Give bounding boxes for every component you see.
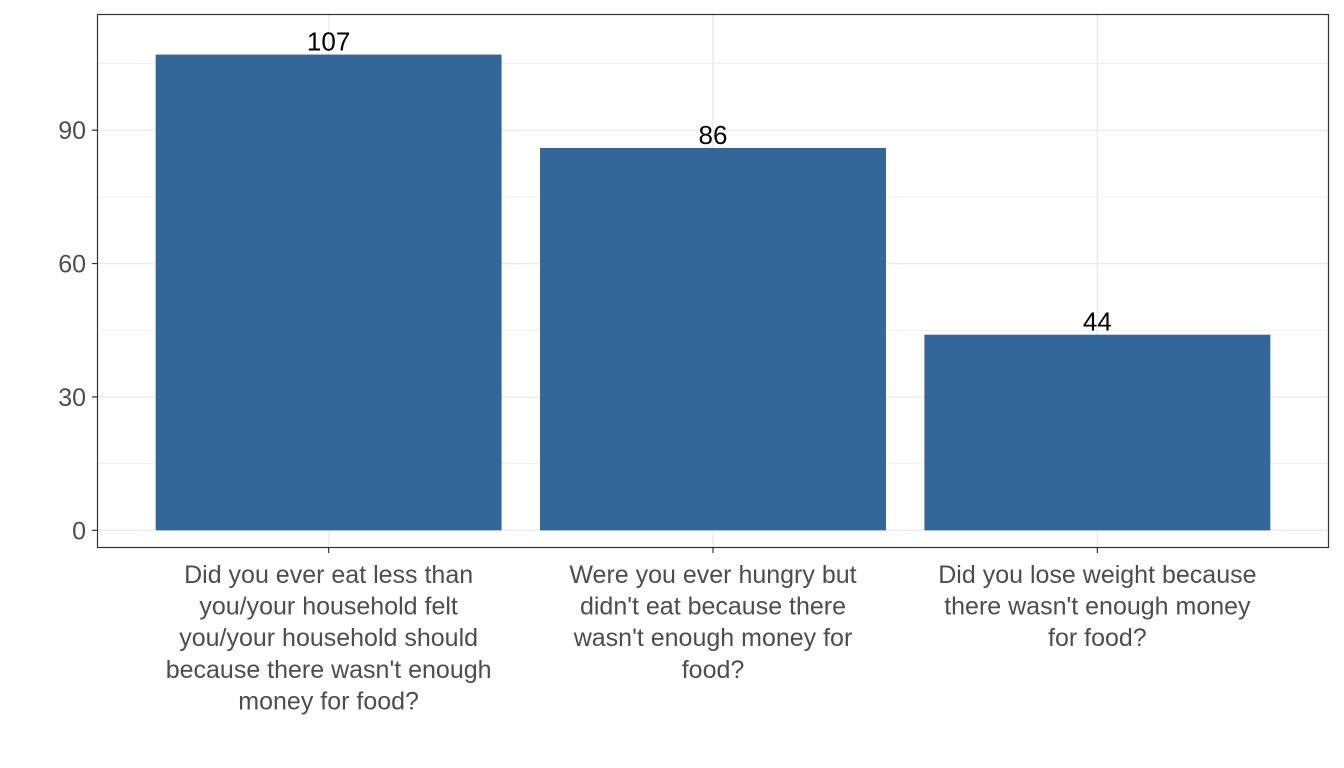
- data-label: 86: [699, 120, 728, 150]
- data-label: 44: [1083, 307, 1112, 337]
- x-tick-label-line: money for food?: [238, 687, 419, 715]
- y-tick-label: 0: [72, 517, 86, 545]
- x-tick-label-line: for food?: [1048, 624, 1147, 652]
- x-tick-label-line: there wasn't enough money: [944, 593, 1251, 621]
- y-tick-label: 60: [58, 251, 86, 279]
- bar: [540, 147, 886, 531]
- bar: [155, 54, 502, 531]
- x-tick-label-line: you/your household felt: [199, 593, 458, 621]
- x-tick-label-line: because there wasn't enough: [166, 656, 492, 684]
- data-label: 107: [307, 27, 350, 57]
- x-tick-label-line: food?: [682, 656, 745, 684]
- x-tick-label-line: Did you lose weight because: [938, 561, 1256, 589]
- x-axis: Did you ever eat less than you/your house…: [166, 547, 1257, 715]
- y-axis: 0 30 60 90: [58, 117, 98, 545]
- bar: [924, 334, 1271, 531]
- x-tick-label-line: Did you ever eat less than: [184, 561, 473, 589]
- y-tick-label: 30: [58, 384, 86, 412]
- y-tick-label: 90: [58, 117, 86, 145]
- x-tick-label: Were you ever hungry but didn't eat becau…: [569, 561, 856, 684]
- x-tick-label-line: you/your household should: [179, 624, 478, 652]
- x-tick-label-line: didn't eat because there: [580, 593, 846, 621]
- x-tick-label-line: Were you ever hungry but: [569, 561, 856, 589]
- bar-layer: [155, 54, 1271, 531]
- x-tick-label-line: wasn't enough money for: [573, 624, 853, 652]
- x-tick-label: Did you lose weight because there wasn't …: [938, 561, 1256, 652]
- data-labels: 107 86 44: [307, 27, 1112, 337]
- x-tick-label: Did you ever eat less than you/your house…: [166, 561, 492, 715]
